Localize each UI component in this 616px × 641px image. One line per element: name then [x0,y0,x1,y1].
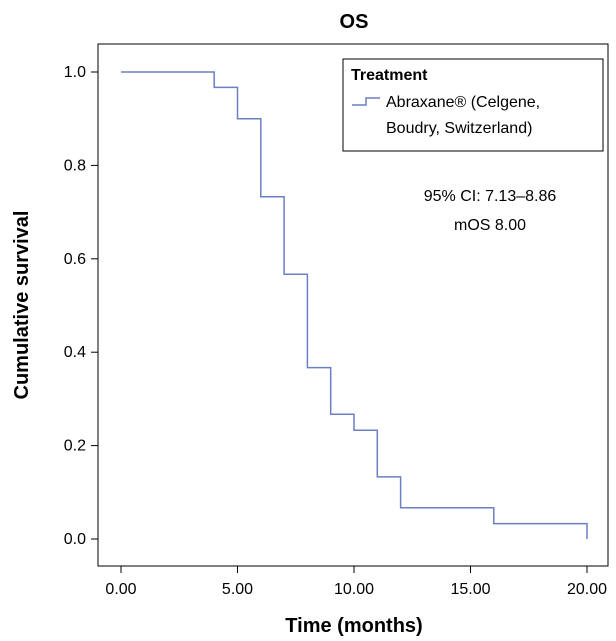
legend-swatch [352,97,380,106]
x-tick-label: 5.00 [222,581,253,598]
plot-frame [97,43,609,567]
y-tick-label: 0.8 [64,157,86,174]
legend-box [342,58,604,152]
y-tick-label: 1.0 [64,64,86,81]
legend: Treatment Abraxane® (Celgene, Boudry, Sw… [342,58,604,152]
series-group [121,71,588,539]
y-tick-label: 0.6 [64,251,86,268]
y-tick-label: 0.0 [64,531,86,548]
legend-entry-line-1: Abraxane® (Celgene, [386,94,540,111]
median-os-annotation: mOS 8.00 [454,217,526,234]
survival-curve [121,71,588,539]
x-axis-label: Time (months) [285,615,422,637]
y-axis-label: Cumulative survival [11,211,33,400]
x-tick-label: 0.00 [105,581,136,598]
x-tick-label: 10.00 [334,581,374,598]
y-axis-ticks: 0.0 0.2 0.4 0.6 0.8 1.0 [64,64,98,548]
legend-title: Treatment [351,67,428,84]
x-axis-ticks: 0.00 5.00 10.00 15.00 20.00 [105,566,607,598]
chart-title: OS [340,11,369,33]
x-tick-label: 15.00 [450,581,490,598]
ci-annotation: 95% CI: 7.13–8.86 [424,188,557,205]
y-tick-label: 0.4 [64,344,86,361]
y-tick-label: 0.2 [64,438,86,455]
x-tick-label: 20.00 [567,581,607,598]
legend-entry-line-2: Boudry, Switzerland) [386,120,532,137]
